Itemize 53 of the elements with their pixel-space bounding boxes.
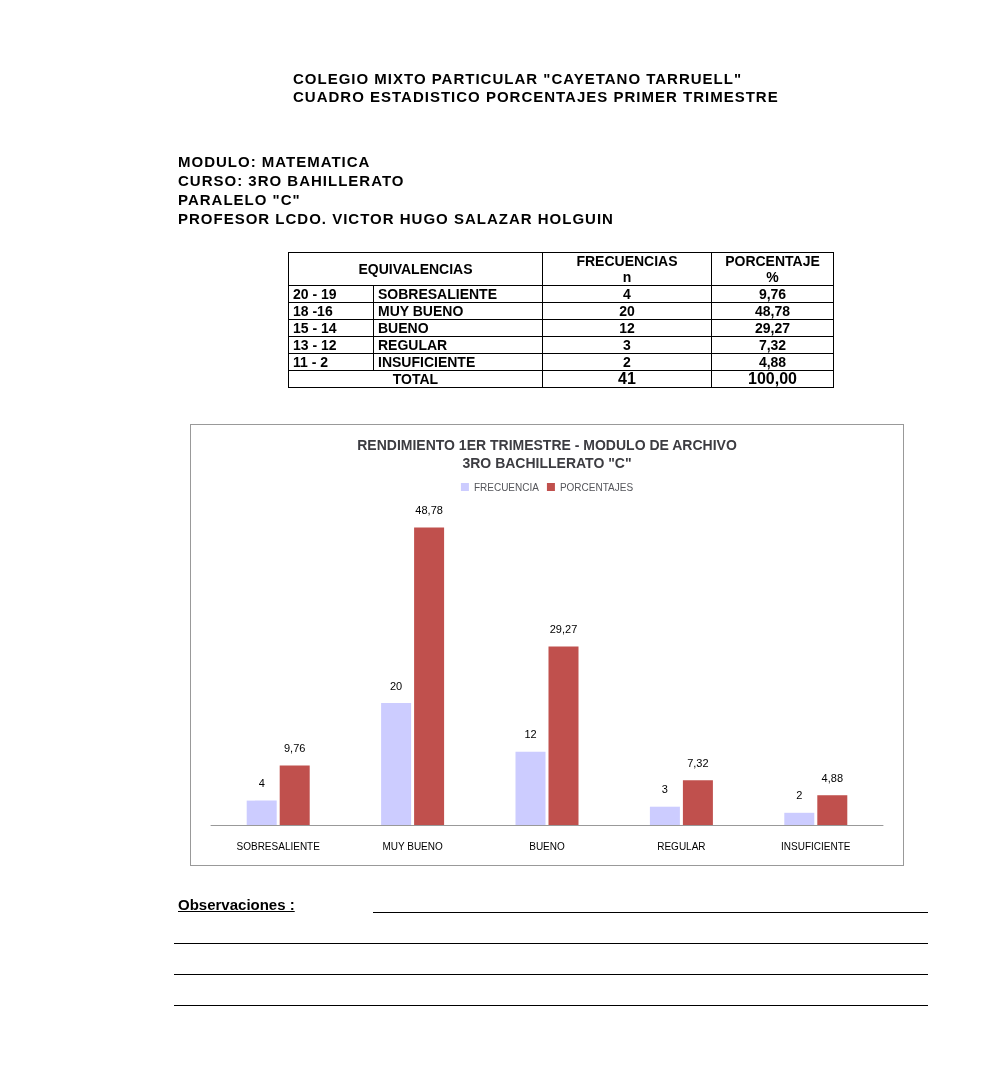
data-label: 4,88 xyxy=(821,771,844,784)
data-label: 2 xyxy=(796,789,803,802)
text: 15 - 14 xyxy=(288,319,374,337)
text: 13 - 12 xyxy=(288,336,374,354)
text: 18 -16 xyxy=(288,302,374,320)
text: PROFESOR LCDO. VICTOR HUGO SALAZAR HOLGUIN xyxy=(178,209,615,228)
text: 12 xyxy=(619,320,635,336)
data-label: 3 xyxy=(661,783,668,796)
chart-title: RENDIMIENTO 1ER TRIMESTRE - MODULO DE ARCHIVO 3RO BACHILLERATO "C" xyxy=(357,437,737,471)
text: 20 - 19 xyxy=(288,285,374,303)
text: 7,32 xyxy=(758,337,787,353)
x-tick-label: INSUFICIENTE xyxy=(781,840,851,852)
text: CUADRO ESTADISTICO PORCENTAJES PRIMER TRIMESTRE xyxy=(293,88,780,106)
text: 9,76 xyxy=(758,286,787,302)
text: EQUIVALENCIAS xyxy=(288,252,543,286)
data-label: 20 xyxy=(389,679,403,692)
text: CURSO: 3RO BAHILLERATO xyxy=(178,171,406,190)
x-tick-label: REGULAR xyxy=(657,840,706,852)
category-label: MUY BUENO xyxy=(378,303,464,319)
text: 41 xyxy=(542,370,712,388)
text: 4 xyxy=(623,286,631,302)
category-label: SOBRESALIENTE xyxy=(378,286,498,302)
text: % xyxy=(711,269,834,286)
text: n xyxy=(542,269,712,286)
text: 48,78 xyxy=(754,303,791,319)
text: 2 xyxy=(623,354,631,370)
text: 3 xyxy=(623,337,631,353)
category-label: INSUFICIENTE xyxy=(378,354,476,370)
data-label: 7,32 xyxy=(687,756,709,769)
x-tick-label: SOBRESALIENTE xyxy=(236,840,321,852)
text: 11 - 2 xyxy=(288,353,374,371)
legend-label: PORCENTAJES xyxy=(559,481,634,493)
text: MODULO: MATEMATICA xyxy=(178,152,372,171)
data-label: 9,76 xyxy=(283,741,306,754)
text: PARALELO "C" xyxy=(178,190,302,209)
x-tick-label: BUENO xyxy=(529,840,565,852)
legend-label: FRECUENCIA xyxy=(473,481,540,493)
data-label: 4 xyxy=(258,777,265,790)
text: 100,00 xyxy=(711,370,834,388)
text: Observaciones : xyxy=(178,896,296,913)
text: 29,27 xyxy=(754,320,791,336)
data-label: 29,27 xyxy=(549,622,578,635)
text: 4,88 xyxy=(758,354,787,370)
x-tick-label: MUY BUENO xyxy=(382,840,444,852)
text: PORCENTAJE xyxy=(711,252,834,269)
text: COLEGIO MIXTO PARTICULAR "CAYETANO TARRUELL" xyxy=(293,70,744,88)
category-label: BUENO xyxy=(378,320,429,336)
text: TOTAL xyxy=(288,370,543,388)
category-label: REGULAR xyxy=(378,337,448,353)
text: 20 xyxy=(619,303,635,319)
data-label: 48,78 xyxy=(415,503,443,516)
text: FRECUENCIAS xyxy=(542,252,712,269)
data-label: 12 xyxy=(524,728,537,741)
